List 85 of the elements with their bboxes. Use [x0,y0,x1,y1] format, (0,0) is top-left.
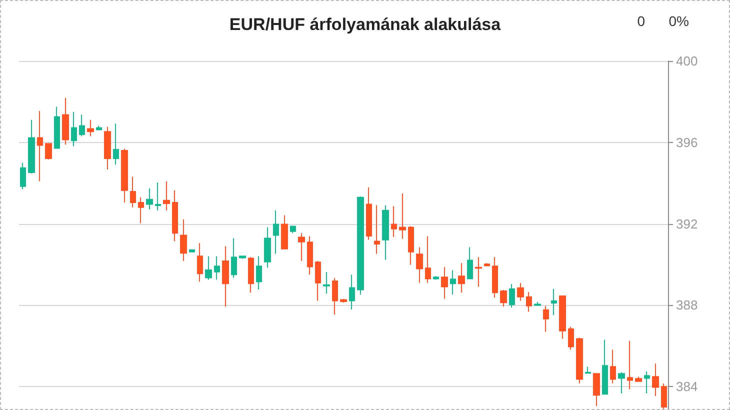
candlestick [205,256,212,280]
candlestick [264,226,271,268]
candlestick [315,260,321,302]
candlestick [79,114,85,137]
candlestick [391,206,397,238]
candlestick [130,176,136,208]
candlestick [121,148,128,203]
candlestick [610,349,616,384]
candlestick [543,305,549,332]
y-tick-label: 392 [676,216,698,232]
candlestick [281,214,288,250]
candlestick [593,373,600,407]
candlestick [450,270,456,296]
candlestick [618,372,625,394]
candlestick [382,204,389,260]
candlestick [340,298,347,304]
candlestick [534,301,541,306]
candlestick [585,366,591,374]
candlestick [113,123,119,166]
candlestick [635,376,642,382]
text: 0 [637,13,646,29]
candlestick [644,371,650,394]
candlestick [96,125,102,131]
candlestick [222,246,229,308]
candlestick [661,383,667,409]
candlestick [87,119,94,137]
candlestick [475,256,482,288]
text: 0% [668,13,689,29]
candlestick [332,278,338,316]
candlestick [500,289,507,308]
candlestick [551,288,557,316]
candlestick [214,256,220,280]
candlestick [20,162,26,190]
candlestick [290,226,296,234]
candlestick [652,363,659,397]
candlestick [45,143,52,160]
candlestick [433,276,439,280]
candlestick [399,192,406,240]
candlestick [54,106,60,149]
candlestick [146,188,153,210]
candlestick [273,210,279,254]
candlestick [172,190,178,242]
candlestick [602,339,608,395]
candlestick [231,238,237,278]
candlestick [239,256,246,260]
candlestick [458,262,465,294]
candlestick [357,196,364,296]
candlestick [298,232,305,262]
candlestick [155,182,161,211]
candlestick [197,242,203,282]
candlestick [517,282,524,302]
candlestick [559,296,566,340]
candlestick [248,256,254,294]
candlestick [484,262,490,266]
y-tick-label: 400 [676,54,698,68]
candlestick [163,180,170,211]
candlestick [37,110,43,182]
candlestick [307,236,313,276]
candlestick [526,291,532,312]
candlestick [366,186,372,240]
candlestick [349,274,355,310]
candlestick [467,246,473,280]
candlestick [180,218,187,262]
candlestick [374,204,380,254]
candlestick [104,126,111,170]
candlestick [408,226,414,266]
candlestick [138,196,144,224]
candlestick [416,246,423,284]
candlestick [627,340,633,390]
candlestick [576,337,583,384]
candlestick [256,256,262,290]
candlestick [71,111,77,147]
candlestick [28,119,35,174]
candlestick [189,248,195,252]
candlestick [323,272,330,294]
y-tick-label: 396 [676,134,698,150]
candlestick [509,284,515,308]
chart-title: EUR/HUF árfolyamának alakulása [229,15,502,34]
candlestick [441,266,448,300]
y-tick-label: 384 [676,379,698,394]
candlestick [492,256,498,298]
candlestick [425,236,431,284]
candlestick [568,326,574,350]
candlestick [62,97,69,146]
y-tick-label: 388 [676,298,698,313]
